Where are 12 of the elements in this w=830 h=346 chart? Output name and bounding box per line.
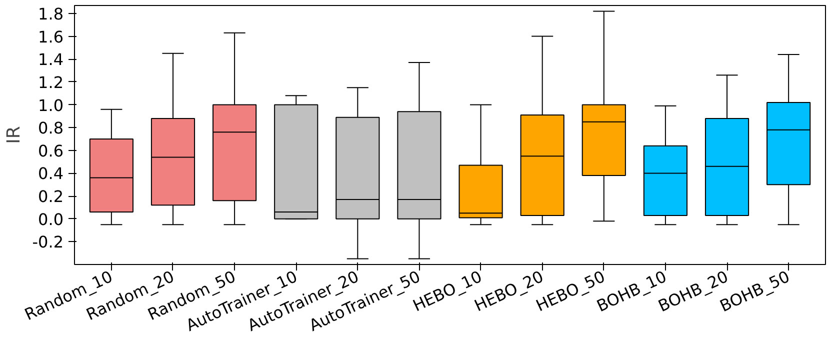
y-axis-title: IR [3, 126, 24, 144]
y-tick-label: 0.0 [38, 210, 64, 229]
y-tick-label: 0.4 [38, 164, 64, 184]
y-tick-label: 1.0 [38, 96, 64, 115]
y-tick-label: 1.4 [38, 50, 64, 70]
y-tick-label: 1.8 [38, 4, 64, 24]
y-tick-label: 0.8 [38, 118, 64, 138]
y-tick-label: -0.2 [32, 232, 64, 252]
y-tick-label: 0.2 [38, 187, 64, 206]
y-tick-label: 1.6 [38, 27, 64, 46]
y-tick-label: 0.6 [38, 141, 64, 160]
y-tick-label: 1.2 [38, 72, 64, 92]
